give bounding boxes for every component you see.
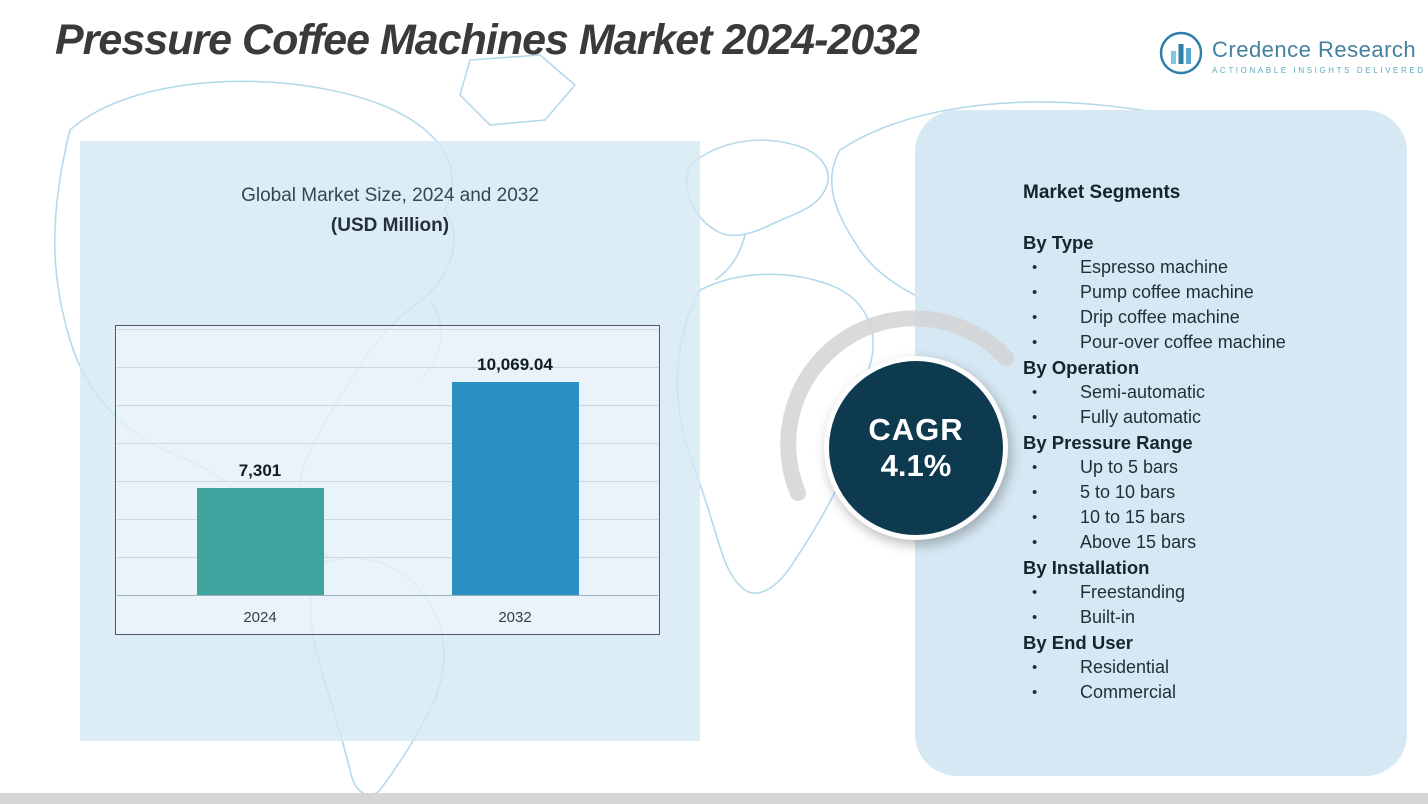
segment-item: Built-in: [1023, 605, 1379, 630]
segment-item: Commercial: [1023, 680, 1379, 705]
segment-item-label: 10 to 15 bars: [1080, 507, 1186, 527]
segments-title: Market Segments: [1023, 182, 1181, 203]
segment-item: Semi-automatic: [1023, 380, 1379, 405]
segment-item: 10 to 15 bars: [1023, 505, 1379, 530]
segment-item-label: Drip coffee machine: [1080, 307, 1240, 327]
segment-group-by-installation: By Installation Freestanding Built-in: [1023, 555, 1379, 630]
market-size-panel: Global Market Size, 2024 and 2032 (USD M…: [80, 141, 700, 741]
segment-item: Pump coffee machine: [1023, 280, 1379, 305]
segment-group-by-end-user: By End User Residential Commercial: [1023, 630, 1379, 705]
segment-item-label: Pump coffee machine: [1080, 282, 1254, 302]
x-axis-labels: 2024 2032: [117, 609, 658, 626]
x-axis-label-2024: 2024: [243, 609, 277, 626]
segment-group-header: By End User: [1023, 632, 1134, 653]
segment-group-by-pressure-range: By Pressure Range Up to 5 bars 5 to 10 b…: [1023, 430, 1379, 555]
cagr-label: CAGR: [868, 412, 964, 448]
segment-item-label: Commercial: [1080, 682, 1177, 702]
bar-group-2032: 10,069.04: [451, 327, 579, 595]
segment-group-header: By Pressure Range: [1023, 432, 1193, 453]
cagr-badge: CAGR 4.1%: [824, 356, 1008, 540]
cagr-swoosh-arc: [780, 310, 1014, 501]
bar-2024: [196, 487, 324, 595]
segment-group-header: By Type: [1023, 232, 1094, 253]
segment-group-by-operation: By Operation Semi-automatic Fully automa…: [1023, 355, 1379, 430]
page-title: Pressure Coffee Machines Market 2024-203…: [55, 16, 920, 64]
credence-research-logo: Credence Research Actionable Insights De…: [1158, 30, 1426, 81]
x-axis-label-2032: 2032: [498, 609, 532, 626]
chart-subtitle: (USD Million): [330, 215, 450, 236]
segment-group-by-type: By Type Espresso machine Pump coffee mac…: [1023, 230, 1379, 355]
bar-2032: [451, 381, 579, 595]
segment-item-label: Up to 5 bars: [1080, 457, 1179, 477]
segment-item: Fully automatic: [1023, 405, 1379, 430]
segment-item: Drip coffee machine: [1023, 305, 1379, 330]
segment-item-label: Pour-over coffee machine: [1080, 332, 1286, 352]
logo-bar-chart-icon: [1158, 30, 1204, 81]
segment-group-header: By Operation: [1023, 357, 1140, 378]
segment-item: Espresso machine: [1023, 255, 1379, 280]
segment-item-label: Above 15 bars: [1080, 532, 1197, 552]
segment-item: Pour-over coffee machine: [1023, 330, 1379, 355]
segment-item-label: Fully automatic: [1080, 407, 1202, 427]
logo-tagline: Actionable Insights Delivered: [1212, 65, 1426, 75]
bar-value-2024: 7,301: [238, 460, 282, 480]
footer-strip: [0, 793, 1428, 804]
segment-item-label: Built-in: [1080, 607, 1136, 627]
bar-chart: 7,301 10,069.04 2024 2032: [115, 325, 660, 635]
logo-name: Credence Research: [1212, 36, 1417, 62]
cagr-value: 4.1%: [880, 448, 952, 483]
segment-item-label: 5 to 10 bars: [1080, 482, 1176, 502]
segment-group-header: By Installation: [1023, 557, 1150, 578]
segment-item: Up to 5 bars: [1023, 455, 1379, 480]
segment-item: Freestanding: [1023, 580, 1379, 605]
segment-item: 5 to 10 bars: [1023, 480, 1379, 505]
segment-item-label: Residential: [1080, 657, 1170, 677]
segment-item-label: Semi-automatic: [1080, 382, 1206, 402]
bar-value-2032: 10,069.04: [477, 354, 553, 374]
segment-item: Above 15 bars: [1023, 530, 1379, 555]
segment-item-label: Espresso machine: [1080, 257, 1229, 277]
chart-title: Global Market Size, 2024 and 2032: [241, 185, 539, 206]
segment-item: Residential: [1023, 655, 1379, 680]
bar-chart-plot-area: 7,301 10,069.04: [117, 327, 658, 596]
bar-group-2024: 7,301: [196, 327, 324, 595]
segment-item-label: Freestanding: [1080, 582, 1186, 602]
